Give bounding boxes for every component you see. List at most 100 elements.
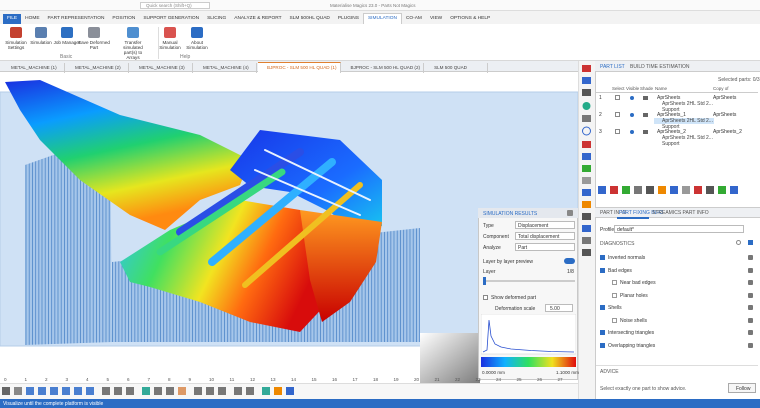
part-child[interactable]: Support [662,123,680,130]
document-tab[interactable]: SLM 500 QUAD [425,62,489,73]
select-checkbox[interactable] [615,129,620,134]
ribbon-icon[interactable] [127,27,139,38]
check[interactable] [600,267,605,273]
number-value[interactable]: 5.00 [550,305,560,312]
check[interactable] [600,305,605,310]
visible-toggle[interactable] [630,129,634,134]
menu-tab[interactable]: CO-AM [405,15,422,21]
checkbox[interactable] [483,295,488,300]
slider-thumb[interactable] [483,277,486,285]
shade-toggle[interactable] [643,95,648,100]
check[interactable] [612,317,617,323]
check[interactable] [600,255,605,260]
fix-tool[interactable] [748,330,753,335]
fix-tool[interactable] [748,255,753,260]
part-child[interactable]: AprSheets 2HL Std 2... [662,135,713,141]
search-box[interactable] [140,2,210,9]
ribbon-button[interactable]: Transfer simulated part(s) to Arrays [123,40,143,60]
row-index: 1 [599,95,602,101]
dropdown[interactable] [515,232,575,240]
color-legend [481,357,576,367]
refresh[interactable] [736,240,741,245]
part-child[interactable]: AprSheets 2HL Std 2... [662,118,713,124]
fix-tool[interactable] [748,292,753,298]
document-tab[interactable]: METAL_MACHINE (2) [66,62,129,73]
document-tab[interactable]: BJPROC - SLM 500 HL QUAD (2) [342,62,425,73]
menu-tab[interactable]: SLM 500HL QUAD [289,15,330,21]
ribbon-icon[interactable] [35,27,47,38]
menu-tab[interactable]: PART REPRESENTATION [47,15,105,21]
ribbon-icon[interactable] [191,27,203,38]
ruler-label: 22 [455,377,461,382]
panel-tab[interactable]: STREAMICS PART INFO [652,210,709,216]
dropdown[interactable] [614,225,744,233]
panel-tab[interactable]: PART INFO [600,210,627,216]
visible-toggle[interactable] [630,95,634,100]
shade-toggle[interactable] [643,129,648,134]
part-name[interactable]: AprSheets_2 [657,129,686,135]
menu-tab[interactable]: FILE [3,13,22,24]
menu-tab[interactable]: PLUGINS [337,15,359,21]
fix-tool[interactable] [748,317,753,323]
dropdown-value[interactable]: Part [518,244,528,251]
ribbon-button[interactable]: About Simulation [186,40,208,50]
visible-toggle[interactable] [630,112,634,117]
ruler-label: 18 [373,377,379,382]
dropdown[interactable] [515,221,575,229]
ruler-label: 2 [45,377,48,382]
select-checkbox[interactable] [615,95,620,100]
dropdown-value[interactable]: default* [617,227,634,233]
menu-tab[interactable]: ANALYZE & REPORT [234,15,282,21]
document-tab[interactable]: METAL_MACHINE (4) [194,62,257,73]
document-tab[interactable]: METAL_MACHINE (1) [2,62,65,73]
ruler-label: 26 [537,377,543,382]
menu-tab[interactable]: HOME [25,15,40,21]
panel-tab[interactable]: PART FIXING INFO [619,210,664,216]
follow-button[interactable] [728,383,756,393]
button-label[interactable]: Follow [736,385,751,392]
select-checkbox[interactable] [615,112,620,117]
dropdown-value[interactable]: Total displacement [518,233,560,240]
shade-toggle[interactable] [643,112,648,117]
fix-tool[interactable] [748,342,753,348]
document-tab[interactable]: METAL_MACHINE (3) [130,62,193,73]
menu-tab[interactable]: SIMULATION [362,13,402,24]
ribbon-button[interactable]: Manual Simulation [159,40,181,50]
part-child[interactable]: AprSheets 2HL Std 2... [662,101,713,107]
check[interactable] [600,342,605,348]
document-tab[interactable]: BJPROC - SLM 500 HL QUAD (1) [258,62,341,73]
part-name[interactable]: AprSheets [657,95,681,101]
ribbon-icon[interactable] [10,27,22,38]
panel-tab[interactable]: BUILD TIME ESTIMATION [630,64,690,70]
part-child[interactable]: Support [662,140,680,147]
ribbon-button[interactable]: Job Manager [53,40,81,45]
ribbon-button[interactable]: Save Deformed Part [78,40,110,50]
menu-tab[interactable]: SLICING [207,15,227,21]
panel-tab[interactable]: PART LIST [600,64,625,70]
fix-tool[interactable] [748,305,753,310]
fix-tool[interactable] [748,267,753,273]
check[interactable] [612,280,617,285]
ribbon-button[interactable]: Simulation Settings [5,40,27,50]
part-name[interactable]: AprSheets_1 [657,112,686,118]
toggle[interactable] [564,258,575,264]
ribbon-icon[interactable] [164,27,176,38]
slider-track[interactable] [483,280,575,282]
ribbon-icon[interactable] [88,27,100,38]
ruler-label: 21 [434,377,440,382]
menu-tab[interactable]: OPTIONS & HELP [450,15,491,21]
menu-tab[interactable]: VIEW [429,15,443,21]
fix-tool[interactable] [748,280,753,285]
check[interactable] [600,330,605,335]
check[interactable] [612,292,617,298]
dropdown[interactable] [515,243,575,251]
menu-tab[interactable]: POSITION [112,15,136,21]
number-input[interactable] [545,304,573,312]
settings[interactable] [748,240,753,245]
dropdown-value[interactable]: Displacement [518,222,549,229]
menu-tab[interactable]: SUPPORT GENERATION [143,15,200,21]
ribbon-icon[interactable] [61,27,73,38]
panel-menu[interactable] [567,210,573,216]
part-child[interactable]: Support [662,106,680,113]
ribbon-button[interactable]: Simulation [30,40,52,45]
